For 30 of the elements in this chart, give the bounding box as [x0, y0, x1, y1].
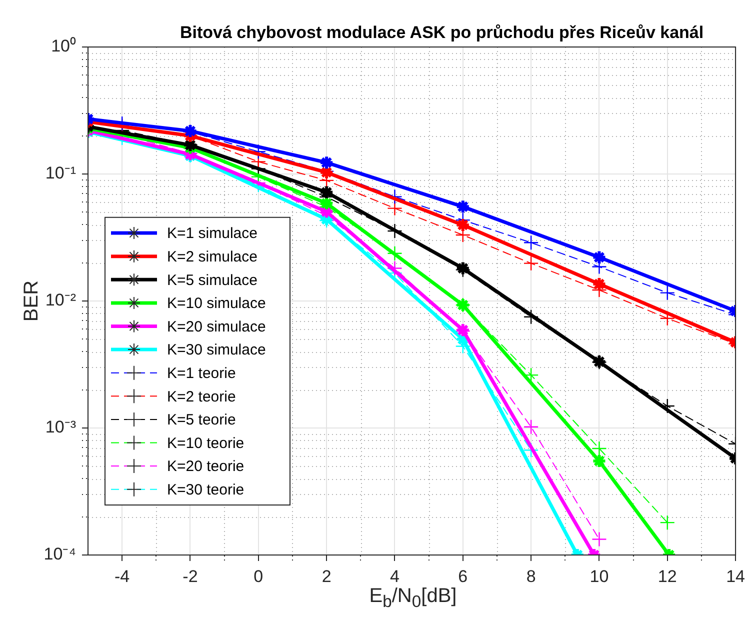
x-tick-label: 4: [390, 566, 400, 586]
y-tick-label: 10⁻³: [45, 418, 76, 437]
chart-title: Bitová chybovost modulace ASK po průchodu přes Riceův kanál: [180, 23, 704, 42]
legend-label: K=10 teorie: [167, 434, 244, 452]
x-tick-label: 8: [526, 566, 536, 586]
legend-label: K=5 teorie: [167, 412, 236, 429]
legend-label: K=20 teorie: [167, 458, 244, 476]
x-tick-label: 2: [322, 566, 332, 586]
legend-label: K=30 teorie: [167, 481, 244, 498]
y-tick-label: 10⁰: [51, 36, 76, 56]
y-tick-label: 10⁻²: [45, 290, 76, 310]
legend-label: K=1 simulace: [167, 225, 258, 242]
legend-label: K=2 simulace: [167, 248, 258, 266]
legend-label: K=5 simulace: [167, 272, 258, 289]
x-tick-label: 0: [254, 566, 264, 586]
x-tick-label: 6: [458, 566, 468, 586]
legend-label: K=20 simulace: [167, 318, 266, 336]
legend-label: K=30 simulace: [167, 342, 266, 359]
legend-label: K=1 teorie: [167, 364, 236, 382]
x-tick-label: 10: [590, 566, 609, 586]
y-tick-label: 10⁻¹: [45, 164, 76, 183]
legend-label: K=10 simulace: [167, 295, 266, 312]
x-axis-title: E$_{b}$/N$_{0}$[dB]: [368, 585, 458, 612]
x-tick-label: -2: [182, 566, 198, 586]
legend-label: K=2 teorie: [167, 388, 236, 406]
y-tick-label: 10⁻⁴: [44, 544, 76, 564]
y-axis-title: BER: [20, 280, 43, 322]
x-tick-label: -4: [114, 566, 130, 586]
x-tick-label: 14: [726, 566, 746, 586]
x-tick-label: 12: [658, 566, 677, 586]
